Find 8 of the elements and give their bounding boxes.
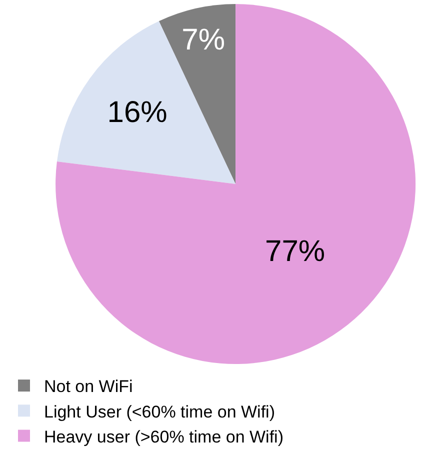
data-label: 16% [107, 96, 168, 130]
pie-slice [56, 4, 416, 364]
data-label: 7% [182, 23, 225, 56]
legend-label: Light User (<60% time on Wifi) [44, 402, 275, 422]
data-label: 77% [265, 235, 326, 268]
legend-label: Not on WiFi [44, 377, 133, 396]
pie-slice [56, 21, 236, 184]
legend-label: Heavy user (>60% time on Wifi) [44, 427, 284, 446]
